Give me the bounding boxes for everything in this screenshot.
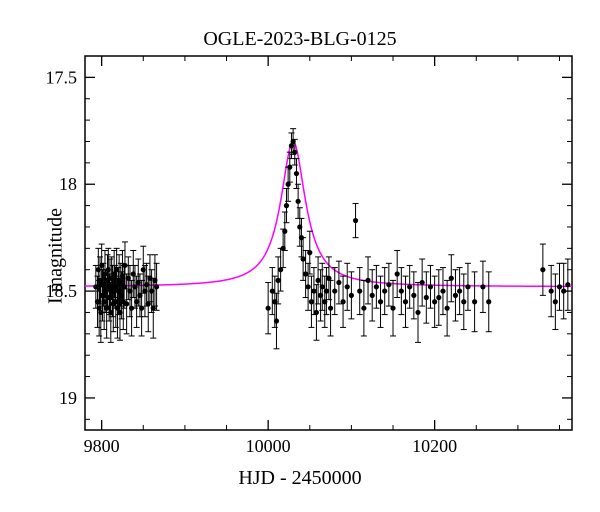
data-point (122, 263, 127, 268)
data-point (309, 299, 314, 304)
y-tick-label: 19 (59, 388, 77, 408)
data-point (154, 284, 159, 289)
data-point (307, 250, 312, 255)
data-point (287, 165, 292, 170)
data-point (386, 282, 391, 287)
data-point (315, 278, 320, 283)
y-tick-label: 18 (59, 174, 77, 194)
data-point (440, 288, 445, 293)
data-point (374, 284, 379, 289)
data-point (332, 288, 337, 293)
data-point (549, 288, 554, 293)
x-tick-label: 9800 (84, 436, 120, 456)
data-point (324, 288, 329, 293)
data-point (378, 299, 383, 304)
data-point (276, 278, 281, 283)
data-point (407, 284, 412, 289)
data-point (565, 282, 570, 287)
plot-svg: 9800100001020017.51818.519 (0, 0, 600, 512)
y-axis-label: I magnitude (45, 208, 68, 304)
data-point (403, 299, 408, 304)
data-point (561, 288, 566, 293)
x-tick-label: 10000 (246, 436, 291, 456)
data-point (415, 310, 420, 315)
data-point (395, 271, 400, 276)
data-point (370, 293, 375, 298)
data-point (349, 293, 354, 298)
chart-title: OGLE-2023-BLG-0125 (0, 28, 600, 51)
chart-container: OGLE-2023-BLG-0125 I magnitude HJD - 245… (0, 0, 600, 512)
data-point (411, 293, 416, 298)
data-point (345, 284, 350, 289)
x-axis-label: HJD - 2450000 (0, 467, 600, 490)
data-point (432, 299, 437, 304)
data-point (301, 256, 306, 261)
data-point (284, 203, 289, 208)
y-tick-label: 17.5 (46, 67, 78, 87)
data-point (428, 284, 433, 289)
data-point (292, 150, 297, 155)
data-point (274, 318, 279, 323)
x-tick-label: 10200 (412, 436, 457, 456)
data-point (314, 310, 319, 315)
data-point (457, 288, 462, 293)
data-point (480, 284, 485, 289)
data-point (553, 299, 558, 304)
data-point (445, 306, 450, 311)
data-point (449, 276, 454, 281)
data-point (328, 306, 333, 311)
data-point (139, 306, 144, 311)
data-point (311, 288, 316, 293)
data-point (340, 299, 345, 304)
data-point (365, 278, 370, 283)
data-point (540, 267, 545, 272)
data-point (282, 229, 287, 234)
data-point (461, 299, 466, 304)
data-point (472, 299, 477, 304)
data-point (320, 284, 325, 289)
data-point (557, 284, 562, 289)
data-point (124, 301, 129, 306)
data-point (306, 284, 311, 289)
data-point (294, 171, 299, 176)
data-point (420, 280, 425, 285)
data-point (382, 288, 387, 293)
data-point (436, 295, 441, 300)
axis-box (85, 56, 572, 430)
data-point (390, 306, 395, 311)
data-point (336, 280, 341, 285)
data-point (357, 288, 362, 293)
data-point (296, 199, 301, 204)
data-point (353, 218, 358, 223)
data-point (424, 295, 429, 300)
data-point (453, 293, 458, 298)
data-point (465, 284, 470, 289)
data-point (266, 306, 271, 311)
data-point (399, 288, 404, 293)
data-point (486, 299, 491, 304)
data-point (361, 306, 366, 311)
